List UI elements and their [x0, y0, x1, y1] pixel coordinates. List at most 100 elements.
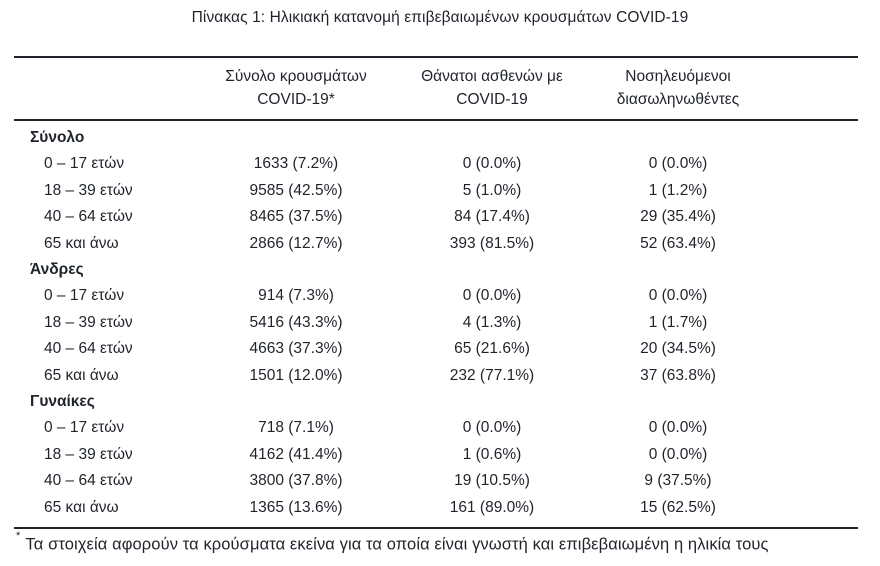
table-row: 40 – 64 ετών 8465 (37.5%) 84 (17.4%) 29 …	[14, 204, 858, 230]
footnote-asterisk: *	[16, 530, 21, 543]
empty-cell	[587, 389, 769, 415]
deaths-value: 19 (10.5%)	[454, 472, 530, 490]
empty-cell	[769, 231, 858, 257]
empty-cell	[769, 442, 858, 468]
section-label: Σύνολο	[30, 129, 85, 146]
empty-cell	[587, 120, 769, 151]
cases-value: 4162 (41.4%)	[249, 445, 343, 463]
empty-cell	[769, 468, 858, 494]
row-label: 40 – 64 ετών	[44, 340, 133, 358]
table-row: 40 – 64 ετών 3800 (37.8%) 19 (10.5%) 9 (…	[14, 468, 858, 494]
table-row: 0 – 17 ετών 1633 (7.2%) 0 (0.0%) 0 (0.0%…	[14, 151, 858, 177]
deaths-value: 4 (1.3%)	[462, 313, 522, 331]
cases-value: 3800 (37.8%)	[249, 472, 343, 490]
row-label: 18 – 39 ετών	[44, 445, 133, 463]
empty-cell	[769, 336, 858, 362]
empty-cell	[769, 310, 858, 336]
empty-cell	[769, 257, 858, 283]
row-label: 65 και άνω	[44, 366, 119, 384]
footnote-text: Τα στοιχεία αφορούν τα κρούσματα εκείνα …	[25, 535, 769, 554]
empty-cell	[769, 495, 858, 528]
table-row: 40 – 64 ετών 4663 (37.3%) 65 (21.6%) 20 …	[14, 336, 858, 362]
cases-value: 914 (7.3%)	[258, 287, 334, 305]
footnote: * Τα στοιχεία αφορούν τα κρούσματα εκείνα…	[16, 530, 858, 555]
intubated-value: 0 (0.0%)	[648, 155, 708, 173]
row-label: 40 – 64 ετών	[44, 472, 133, 490]
intubated-value: 1 (1.7%)	[648, 313, 708, 331]
table-title: Πίνακας 1: Ηλικιακή κατανομή επιβεβαιωμέ…	[191, 9, 689, 26]
row-label: 0 – 17 ετών	[44, 419, 125, 437]
intubated-value: 1 (1.2%)	[648, 181, 708, 199]
intubated-value: 37 (63.8%)	[640, 366, 716, 384]
deaths-value: 0 (0.0%)	[462, 419, 522, 437]
deaths-value: 161 (89.0%)	[449, 498, 535, 516]
empty-cell	[769, 415, 858, 441]
col-header-deaths-line2: COVID-19	[456, 91, 528, 108]
cases-value: 8465 (37.5%)	[249, 208, 343, 226]
empty-cell	[769, 389, 858, 415]
section-header-row-women: Γυναίκες	[14, 389, 858, 415]
empty-cell	[587, 257, 769, 283]
col-header-intubated-line2: διασωληνωθέντες	[616, 91, 740, 108]
col-header-intubated-line1: Νοσηλευόμενοι	[625, 68, 731, 85]
cases-value: 1501 (12.0%)	[249, 366, 343, 384]
empty-cell	[397, 257, 587, 283]
empty-cell	[769, 204, 858, 230]
intubated-value: 29 (35.4%)	[640, 208, 716, 226]
intubated-value: 0 (0.0%)	[648, 287, 708, 305]
intubated-value: 20 (34.5%)	[640, 340, 716, 358]
table-row: 65 και άνω 2866 (12.7%) 393 (81.5%) 52 (…	[14, 231, 858, 257]
col-header-deaths-line1: Θάνατοι ασθενών με	[421, 68, 563, 85]
deaths-value: 0 (0.0%)	[462, 287, 522, 305]
cases-value: 1365 (13.6%)	[249, 498, 343, 516]
header-spacer-cell	[769, 57, 858, 121]
table-row: 0 – 17 ετών 718 (7.1%) 0 (0.0%) 0 (0.0%)	[14, 415, 858, 441]
col-header-deaths: Θάνατοι ασθενών με COVID-19	[397, 57, 587, 121]
empty-cell	[769, 283, 858, 309]
cases-value: 5416 (43.3%)	[249, 313, 343, 331]
deaths-value: 1 (0.6%)	[462, 445, 522, 463]
intubated-value: 9 (37.5%)	[644, 472, 712, 490]
section-label: Άνδρες	[30, 261, 84, 279]
row-label: 18 – 39 ετών	[44, 181, 133, 199]
intubated-value: 0 (0.0%)	[648, 419, 708, 437]
empty-cell	[397, 120, 587, 151]
intubated-value: 52 (63.4%)	[640, 234, 716, 252]
section-header-row-men: Άνδρες	[14, 257, 858, 283]
table-row: 65 και άνω 1501 (12.0%) 232 (77.1%) 37 (…	[14, 363, 858, 389]
deaths-value: 5 (1.0%)	[462, 181, 522, 199]
section-label: Γυναίκες	[30, 393, 95, 411]
col-header-total-cases: Σύνολο κρουσμάτων COVID-19*	[195, 57, 397, 121]
col-header-total-cases-line1: Σύνολο κρουσμάτων	[225, 68, 367, 85]
empty-cell	[195, 389, 397, 415]
covid-age-distribution-table: Σύνολο κρουσμάτων COVID-19* Θάνατοι ασθε…	[14, 56, 858, 530]
empty-cell	[769, 120, 858, 151]
empty-cell	[769, 178, 858, 204]
cases-value: 718 (7.1%)	[258, 419, 334, 437]
section-header-row-total: Σύνολο	[14, 120, 858, 151]
row-label: 40 – 64 ετών	[44, 208, 133, 226]
empty-cell	[769, 151, 858, 177]
col-header-total-cases-line2: COVID-19*	[257, 91, 335, 108]
row-label: 0 – 17 ετών	[44, 287, 125, 305]
intubated-value: 15 (62.5%)	[640, 498, 716, 516]
empty-cell	[397, 389, 587, 415]
table-row: 18 – 39 ετών 5416 (43.3%) 4 (1.3%) 1 (1.…	[14, 310, 858, 336]
cases-value: 1633 (7.2%)	[253, 155, 339, 173]
table-row: 18 – 39 ετών 9585 (42.5%) 5 (1.0%) 1 (1.…	[14, 178, 858, 204]
row-label: 65 και άνω	[44, 498, 119, 516]
deaths-value: 393 (81.5%)	[449, 234, 535, 252]
cases-value: 2866 (12.7%)	[249, 234, 343, 252]
table-row: 18 – 39 ετών 4162 (41.4%) 1 (0.6%) 0 (0.…	[14, 442, 858, 468]
row-label: 18 – 39 ετών	[44, 313, 133, 331]
deaths-value: 84 (17.4%)	[454, 208, 530, 226]
col-header-intubated: Νοσηλευόμενοι διασωληνωθέντες	[587, 57, 769, 121]
deaths-value: 65 (21.6%)	[454, 340, 530, 358]
header-row: Σύνολο κρουσμάτων COVID-19* Θάνατοι ασθε…	[14, 57, 858, 121]
row-label: 0 – 17 ετών	[44, 155, 125, 173]
cases-value: 9585 (42.5%)	[249, 181, 343, 199]
table-row: 0 – 17 ετών 914 (7.3%) 0 (0.0%) 0 (0.0%)	[14, 283, 858, 309]
row-label: 65 και άνω	[44, 234, 119, 252]
cases-value: 4663 (37.3%)	[249, 340, 343, 358]
